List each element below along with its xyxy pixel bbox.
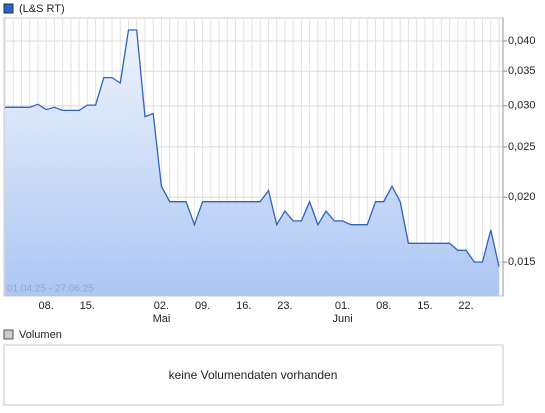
legend-swatch — [3, 3, 14, 14]
x-month-label: Juni — [332, 313, 352, 325]
x-tick-label: 22. — [458, 300, 473, 312]
area-fill — [5, 30, 499, 296]
date-range: 01.04.25 - 27.06.25 — [7, 284, 94, 295]
x-tick-label: 15. — [417, 300, 432, 312]
y-tick-label: 0,020 — [508, 191, 536, 203]
price-line — [5, 29, 500, 267]
x-tick-label: 02. — [154, 300, 169, 312]
x-tick-label: 09. — [195, 300, 210, 312]
x-tick-label: 08. — [39, 300, 54, 312]
x-tick-label: 01. — [335, 300, 350, 312]
y-tick-label: 0,035 — [508, 65, 536, 77]
legend-label: (L&S RT) — [19, 3, 65, 15]
x-month-label: Mai — [153, 313, 171, 325]
volume-message: keine Volumendaten vorhanden — [169, 368, 338, 382]
y-tick-label: 0,015 — [508, 256, 536, 268]
x-tick-label: 23. — [277, 300, 292, 312]
volume-frame — [3, 344, 504, 406]
volume-legend: Volumen — [19, 329, 62, 341]
x-tick-label: 08. — [376, 300, 391, 312]
y-tick-label: 0,025 — [508, 141, 536, 153]
x-tick-label: 15. — [80, 300, 95, 312]
y-tick-label: 0,040 — [508, 35, 536, 47]
volume-legend-swatch — [3, 329, 14, 340]
y-tick-label: 0,030 — [508, 100, 536, 112]
x-tick-label: 16. — [236, 300, 251, 312]
